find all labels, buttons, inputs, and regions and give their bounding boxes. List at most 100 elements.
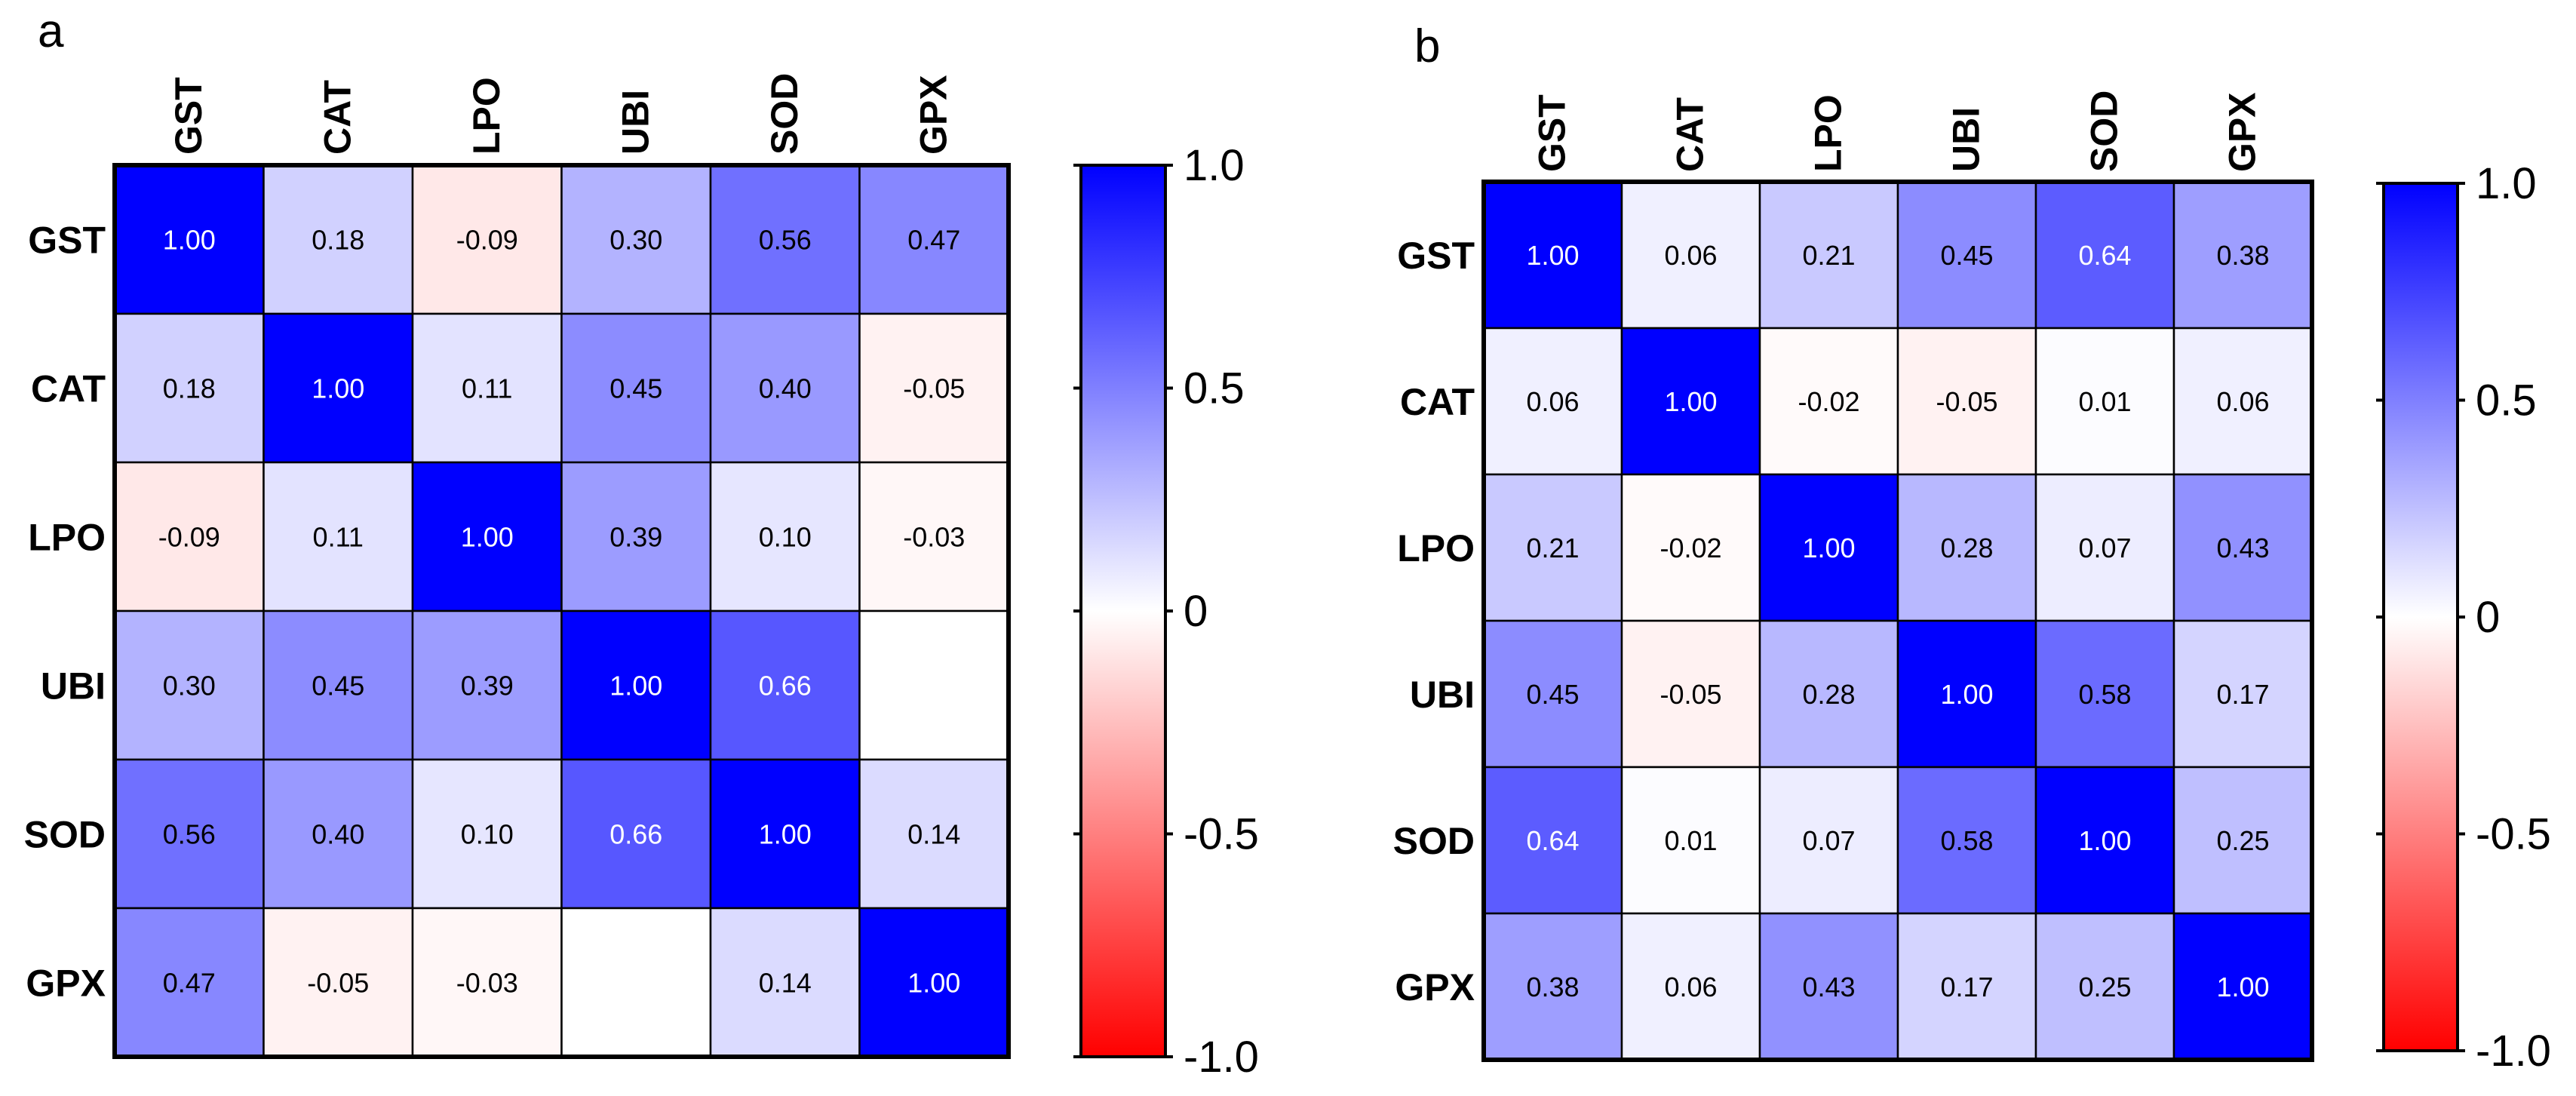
cell-value-label: 1.00	[1802, 533, 1855, 563]
heatmap-cell-GPX-UBI	[560, 907, 712, 1058]
cell-value-label: 1.00	[163, 225, 216, 256]
cell-value-label: 1.00	[312, 373, 364, 404]
cell-value-label: 0.40	[759, 373, 812, 404]
cell-value-label: 1.00	[1526, 240, 1579, 271]
heatmap-cell-CAT-GST	[1482, 327, 1623, 476]
y-tick-label: GST	[1397, 235, 1475, 277]
cell-value-label: 1.00	[759, 819, 812, 850]
cell-value-label: 0.17	[2216, 679, 2269, 710]
cell-value-label: -0.09	[158, 522, 220, 553]
cell-value-label: 0.14	[759, 968, 812, 999]
colorbar	[2382, 182, 2459, 1052]
y-tick-label: GPX	[1395, 966, 1475, 1009]
y-tick-label: SOD	[24, 814, 106, 856]
cell-value-label: -0.09	[456, 225, 518, 256]
cell-value-label: 1.00	[461, 522, 514, 553]
cell-value-label: 0.10	[759, 522, 812, 553]
x-tick-label: GST	[167, 77, 210, 155]
cell-value-label: -0.05	[1936, 386, 1997, 417]
heatmap-cell-GPX-UBI	[1896, 912, 2037, 1061]
cell-value-label: 0.56	[163, 819, 216, 850]
heatmap-cell-SOD-GPX	[858, 758, 1010, 910]
colorbar-tick-label: 0	[2476, 593, 2500, 642]
colorbar-tick-label: -0.5	[1184, 810, 1259, 859]
y-tick-label: GST	[28, 220, 106, 262]
x-tick-label: LPO	[1807, 94, 1850, 172]
cell-value-label: -0.02	[1660, 533, 1721, 563]
heatmap-cell-UBI-LPO	[1758, 619, 1899, 769]
cell-value-label: -0.02	[1798, 386, 1859, 417]
heatmap-cell-SOD-UBI	[560, 758, 712, 910]
colorbar-tick-label: 0.5	[2476, 376, 2537, 425]
heatmap-cell-UBI-SOD	[2034, 619, 2175, 769]
heatmap-cell-CAT-GPX	[858, 312, 1010, 464]
cell-value-label: 0.28	[1802, 679, 1855, 710]
cell-value-label: 0.30	[609, 225, 662, 256]
cell-value-label: 0.06	[1664, 972, 1717, 1002]
cell-value-label: 0.28	[1940, 533, 1993, 563]
heatmap-cell-SOD-GPX	[2172, 766, 2313, 915]
colorbar-tick-label: -0.5	[2476, 810, 2551, 859]
cell-value-label: 0.66	[609, 819, 662, 850]
cell-value-label: 0.43	[2216, 533, 2269, 563]
heatmap-cell-LPO-CAT	[263, 461, 414, 612]
cell-value-label: -0.03	[456, 968, 518, 999]
x-tick-label: SOD	[763, 73, 806, 155]
heatmap-cell-LPO-SOD	[709, 461, 861, 612]
colorbar-tick-label: 0.5	[1184, 364, 1245, 413]
heatmap-cell-LPO-LPO	[1758, 473, 1899, 622]
cell-value-label: 0.45	[609, 373, 662, 404]
heatmap-cell-SOD-LPO	[1758, 766, 1899, 915]
cell-value-label: 0.06	[1664, 240, 1717, 271]
y-tick-label: GPX	[26, 962, 106, 1005]
cell-value-label: 0.47	[163, 968, 216, 999]
colorbar-tick-label: 1.0	[2476, 159, 2537, 208]
cell-value-label: 0.45	[1940, 240, 1993, 271]
heatmap-cell-LPO-UBI	[560, 461, 712, 612]
panel-label-a: a	[38, 5, 64, 57]
cell-value-label: -0.05	[307, 968, 369, 999]
heatmap-cell-UBI-UBI	[560, 609, 712, 761]
cell-value-label: 0.17	[1940, 972, 1993, 1002]
heatmap-cell-CAT-UBI	[1896, 327, 2037, 476]
cell-value-label: 1.00	[1940, 679, 1993, 710]
heatmap-cell-GPX-SOD	[2034, 912, 2175, 1061]
cell-value-label: 0.64	[2078, 240, 2131, 271]
y-tick-label: UBI	[1410, 674, 1475, 716]
heatmap-cell-GST-UBI	[560, 164, 712, 315]
cell-value-label: 0.38	[1526, 972, 1579, 1002]
cell-value-label: 0.40	[312, 819, 364, 850]
heatmap-cell-CAT-GPX	[2172, 327, 2313, 476]
cell-value-label: 0.07	[1802, 825, 1855, 856]
cell-value-label: -0.03	[903, 522, 965, 553]
x-tick-label: UBI	[614, 90, 656, 155]
heatmap-cell-UBI-GPX	[2172, 619, 2313, 769]
heatmap-cell-CAT-CAT	[1620, 327, 1761, 476]
heatmap-cell-GST-GPX	[858, 164, 1010, 315]
cell-value-label: 0.47	[907, 225, 960, 256]
heatmap-cell-CAT-SOD	[2034, 327, 2175, 476]
heatmap-cell-SOD-GST	[1482, 766, 1623, 915]
x-tick-label: CAT	[1669, 97, 1712, 172]
heatmap-cell-GPX-GST	[1482, 912, 1623, 1061]
heatmap-cell-GPX-CAT	[263, 907, 414, 1058]
panel-label-b: b	[1414, 20, 1440, 72]
cell-value-label: 0.06	[2216, 386, 2269, 417]
cell-value-label: 0.06	[1526, 386, 1579, 417]
y-tick-label: SOD	[1393, 820, 1475, 862]
cell-value-label: 0.07	[2078, 533, 2131, 563]
heatmap-cell-UBI-GST	[1482, 619, 1623, 769]
x-tick-label: GPX	[2221, 92, 2264, 172]
heatmap-cell-GST-CAT	[263, 164, 414, 315]
cell-value-label: 0.18	[312, 225, 364, 256]
heatmap-cell-UBI-CAT	[263, 609, 414, 761]
cell-value-label: 0.64	[1526, 825, 1579, 856]
cell-value-label: 0.11	[313, 522, 364, 553]
x-tick-label: GPX	[912, 75, 954, 155]
heatmap-cell-SOD-SOD	[709, 758, 861, 910]
cell-value-label: 0.14	[907, 819, 960, 850]
heatmap-cell-CAT-UBI	[560, 312, 712, 464]
cell-value-label: 1.00	[2216, 972, 2269, 1002]
colorbar-tick-label: -1.0	[1184, 1033, 1259, 1082]
